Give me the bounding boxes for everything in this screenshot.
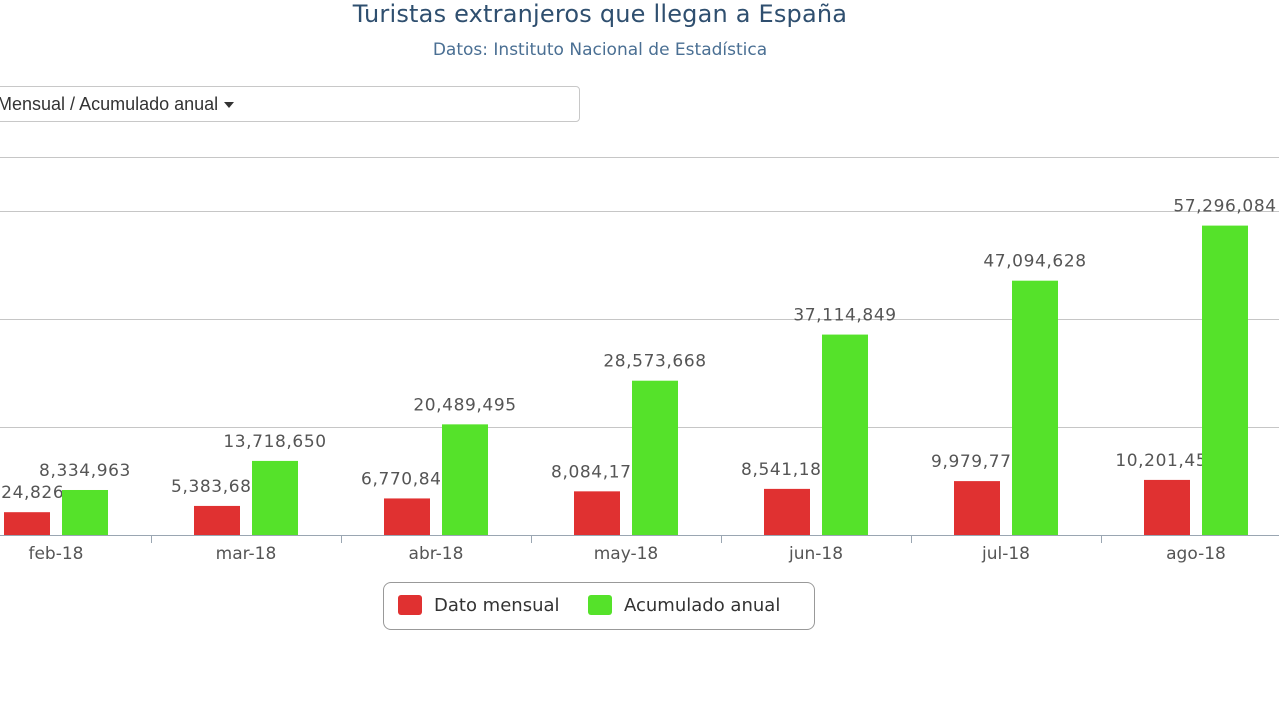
dropdown-label-text: ato Mensual / Acumulado anual — [0, 94, 219, 114]
bar-acumulado — [252, 460, 298, 535]
bar-mensual — [764, 488, 810, 535]
bar-mensual — [4, 512, 50, 535]
data-label-mensual: 8,084,173 — [551, 462, 643, 482]
chart-subtitle: Datos: Instituto Nacional de Estadística — [432, 40, 768, 60]
bar-mensual — [574, 491, 620, 535]
dropdown-label: ato Mensual / Acumulado anual — [0, 94, 235, 115]
bar-mensual — [954, 481, 1000, 535]
data-label-acumulado: 37,114,849 — [793, 306, 896, 326]
data-label-mensual: 224,826 — [0, 483, 64, 503]
gridlines — [0, 157, 1279, 536]
data-label-acumulado: 13,718,650 — [223, 432, 326, 452]
x-tick-label: feb-18 — [28, 544, 83, 564]
legend-swatch-acumulado — [588, 595, 612, 615]
data-label-mensual: 10,201,456 — [1115, 451, 1218, 471]
x-tick-label: ago-18 — [1166, 544, 1226, 564]
bar-mensual — [1144, 479, 1190, 535]
data-label-acumulado: 47,094,628 — [983, 252, 1086, 272]
x-tick-label: abr-18 — [409, 544, 464, 564]
data-label-mensual: 8,541,181 — [741, 460, 833, 480]
bar-acumulado — [442, 424, 488, 535]
chart-legend: Dato mensual Acumulado anual — [383, 582, 815, 630]
legend-swatch-mensual — [398, 595, 422, 615]
caret-down-icon — [224, 102, 235, 109]
chart-title: Turistas extranjeros que llegan a España — [352, 0, 848, 28]
data-label-acumulado: 28,573,668 — [603, 352, 706, 372]
bar-acumulado — [1202, 225, 1248, 536]
data-label-mensual: 5,383,687 — [171, 477, 263, 497]
data-type-dropdown[interactable]: ato Mensual / Acumulado anual — [0, 86, 580, 122]
bar-acumulado — [62, 489, 108, 535]
x-tick-label: may-18 — [594, 544, 659, 564]
x-axis: feb-18 mar-18 abr-18 may-18 jun-18 jul-18 ago-… — [28, 535, 1226, 564]
x-tick-label: mar-18 — [216, 544, 277, 564]
bar-acumulado — [632, 380, 678, 535]
bar-mensual — [384, 498, 430, 535]
data-label-acumulado: 57,296,084 — [1173, 197, 1276, 217]
bar-mensual — [194, 505, 240, 535]
legend-label-acumulado: Acumulado anual — [624, 595, 781, 616]
data-label-acumulado: 8,334,963 — [39, 461, 131, 481]
data-label-mensual: 9,979,779 — [931, 452, 1023, 472]
bar-acumulado — [822, 334, 868, 535]
x-tick-label: jul-18 — [981, 544, 1030, 564]
x-tick-label: jun-18 — [788, 544, 843, 564]
legend-label-mensual: Dato mensual — [434, 595, 560, 616]
data-label-mensual: 6,770,845 — [361, 469, 453, 489]
bar-acumulado — [1012, 280, 1058, 535]
data-label-acumulado: 20,489,495 — [413, 395, 516, 415]
